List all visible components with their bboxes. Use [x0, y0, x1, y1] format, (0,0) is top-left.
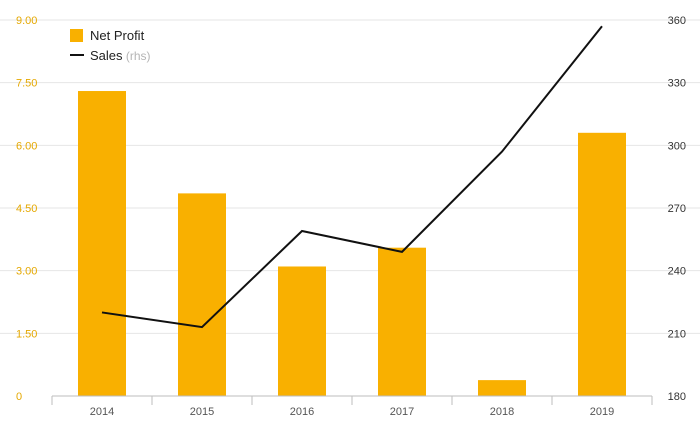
right-tick-label: 270 [668, 203, 686, 215]
legend-label-sales-tag: (rhs) [123, 49, 151, 63]
bar [78, 91, 126, 397]
bar [378, 247, 426, 396]
legend-label-sales: Sales (rhs) [90, 48, 151, 63]
right-tick-label: 210 [668, 328, 686, 340]
right-tick-label: 300 [668, 140, 686, 152]
left-tick-label: 1.50 [16, 328, 37, 340]
right-tick-label: 180 [668, 391, 686, 403]
bar [178, 193, 226, 396]
left-tick-label: 6.00 [16, 140, 37, 152]
x-tick-label: 2015 [190, 406, 214, 418]
bar [478, 380, 526, 396]
x-tick-label: 2018 [490, 406, 514, 418]
sales-line [101, 25, 603, 329]
left-tick-label: 7.50 [16, 78, 37, 90]
bar [578, 132, 626, 397]
bar [278, 266, 326, 396]
left-tick-label: 3.00 [16, 266, 37, 278]
right-tick-label: 360 [668, 15, 686, 27]
x-tick-label: 2017 [390, 406, 414, 418]
right-tick-label: 330 [668, 78, 686, 90]
x-tick-label: 2014 [90, 406, 114, 418]
left-tick-label: 0 [16, 391, 22, 403]
left-tick-label: 9.00 [16, 15, 37, 27]
right-tick-label: 240 [668, 266, 686, 278]
x-tick-label: 2016 [290, 406, 314, 418]
legend-label-net-profit: Net Profit [90, 28, 145, 43]
left-tick-label: 4.50 [16, 203, 37, 215]
legend-swatch-net-profit [70, 29, 83, 42]
x-tick-label: 2019 [590, 406, 614, 418]
